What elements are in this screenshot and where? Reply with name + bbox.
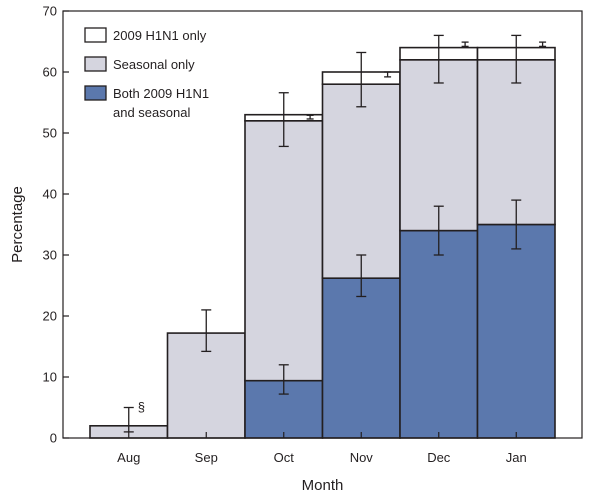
x-axis: Aug Sep Oct Nov Dec Jan	[117, 432, 527, 465]
legend-entry: 2009 H1N1 only	[84, 27, 207, 43]
x-tick-label: Nov	[350, 450, 374, 465]
annotations-layer: §	[138, 400, 145, 415]
error-bar	[306, 114, 314, 120]
bar-segment	[399, 229, 479, 439]
plot-frame	[62, 10, 583, 439]
x-tick-label: Aug	[117, 450, 140, 465]
legend-label: Both 2009 H1N1	[113, 86, 209, 101]
bar-segment	[321, 83, 401, 279]
y-axis-title: Percentage	[9, 186, 26, 263]
error-bar	[201, 309, 212, 353]
y-axis: 0 10 20 30 40 50 60 70	[43, 4, 69, 446]
y-tick-label: 0	[50, 431, 57, 446]
bar-segment	[399, 58, 479, 232]
error-bar	[433, 205, 444, 256]
error-bar	[384, 71, 392, 78]
legend-swatch	[84, 56, 107, 72]
bar-segment	[244, 120, 324, 382]
y-tick-label: 40	[43, 187, 57, 202]
legend-entry: Seasonal only	[84, 56, 195, 72]
legend-swatch	[84, 27, 107, 43]
error-bar	[539, 41, 547, 48]
error-bar	[278, 92, 289, 148]
error-bar	[433, 34, 444, 84]
bar-segment	[476, 223, 556, 439]
x-tick-label: Oct	[274, 450, 295, 465]
error-bar	[123, 406, 134, 433]
error-bar	[511, 199, 522, 250]
bar-segment	[321, 277, 401, 439]
y-tick-label: 30	[43, 248, 57, 263]
legend-entry: Both 2009 H1N1 and seasonal	[84, 85, 209, 120]
y-tick-label: 70	[43, 4, 57, 19]
legend: 2009 H1N1 only Seasonal only Both 2009 H1N…	[84, 27, 209, 120]
error-bar	[461, 41, 469, 48]
x-axis-title: Month	[302, 477, 344, 493]
error-bar	[356, 254, 367, 298]
legend-swatch	[84, 85, 107, 101]
y-tick-label: 10	[43, 370, 57, 385]
x-tick-label: Dec	[427, 450, 451, 465]
y-tick-label: 60	[43, 65, 57, 80]
bar-segment	[476, 58, 556, 226]
y-tick-label: 50	[43, 126, 57, 141]
bars-layer	[89, 46, 556, 439]
error-bar	[511, 34, 522, 84]
error-bars-layer	[123, 34, 547, 433]
x-tick-label: Jan	[506, 450, 527, 465]
error-bar	[278, 364, 289, 395]
error-bar	[356, 51, 367, 108]
x-tick-label: Sep	[195, 450, 218, 465]
legend-label: 2009 H1N1 only	[113, 28, 207, 43]
legend-label: Seasonal only	[113, 57, 195, 72]
y-tick-label: 20	[43, 309, 57, 324]
legend-label: and seasonal	[113, 105, 190, 120]
annotation-label: §	[138, 400, 145, 415]
